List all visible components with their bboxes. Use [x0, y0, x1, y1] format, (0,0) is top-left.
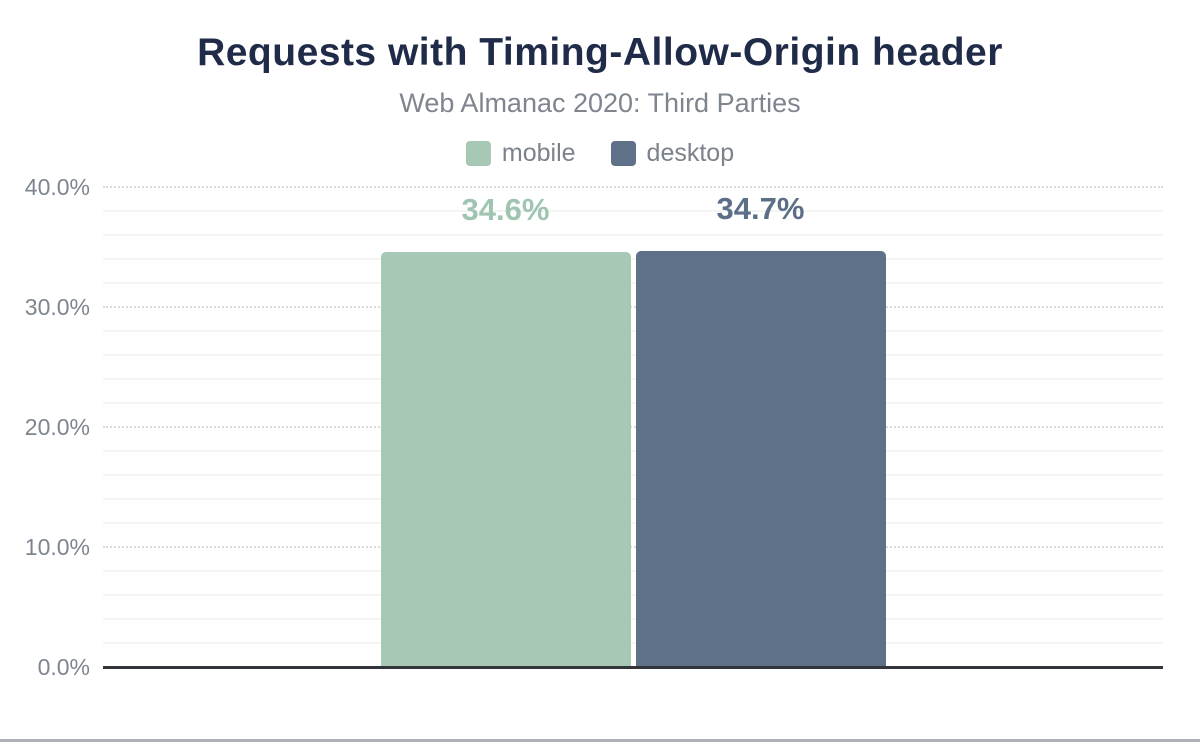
- gridline-major: [103, 546, 1163, 548]
- gridline-minor: [103, 450, 1163, 452]
- y-axis-tick-label: 30.0%: [24, 294, 90, 320]
- bar-desktop[interactable]: [635, 250, 886, 667]
- legend-swatch-desktop: [610, 140, 636, 166]
- y-axis-tick-label: 20.0%: [24, 414, 90, 440]
- gridline-minor: [103, 282, 1163, 284]
- gridline-minor: [103, 642, 1163, 644]
- plot-area: 34.6% 34.7%: [103, 186, 1163, 669]
- legend-label: desktop: [646, 138, 735, 167]
- bar-value-label-mobile: 34.6%: [461, 191, 550, 227]
- gridline-minor: [103, 570, 1163, 572]
- legend: mobile desktop: [0, 139, 1200, 167]
- x-axis-line: [103, 666, 1163, 669]
- legend-swatch-mobile: [465, 140, 491, 166]
- gridline-minor: [103, 522, 1163, 524]
- y-axis-tick-label: 10.0%: [24, 534, 90, 560]
- chart-title: Requests with Timing-Allow-Origin header: [197, 31, 1003, 74]
- gridline-major: [103, 186, 1163, 188]
- gridline-minor: [103, 474, 1163, 476]
- chart-subtitle: Web Almanac 2020: Third Parties: [399, 88, 801, 118]
- gridline-minor: [103, 498, 1163, 500]
- gridline-minor: [103, 330, 1163, 332]
- gridline-minor: [103, 402, 1163, 404]
- y-axis-tick-label: 0.0%: [37, 654, 90, 680]
- legend-item-desktop: desktop: [610, 138, 735, 167]
- bar-value-label-desktop: 34.7%: [716, 190, 805, 226]
- gridline-minor: [103, 618, 1163, 620]
- gridline-minor: [103, 258, 1163, 260]
- gridline-minor: [103, 378, 1163, 380]
- legend-label: mobile: [501, 138, 576, 167]
- gridline-minor: [103, 594, 1163, 596]
- y-axis-tick-label: 40.0%: [24, 174, 90, 200]
- bar-mobile[interactable]: [380, 251, 631, 667]
- gridline-major: [103, 306, 1163, 308]
- bottom-border-bar: [0, 739, 1200, 742]
- gridline-minor: [103, 234, 1163, 236]
- gridline-major: [103, 426, 1163, 428]
- gridline-minor: [103, 210, 1163, 212]
- legend-item-mobile: mobile: [465, 138, 576, 167]
- gridline-minor: [103, 354, 1163, 356]
